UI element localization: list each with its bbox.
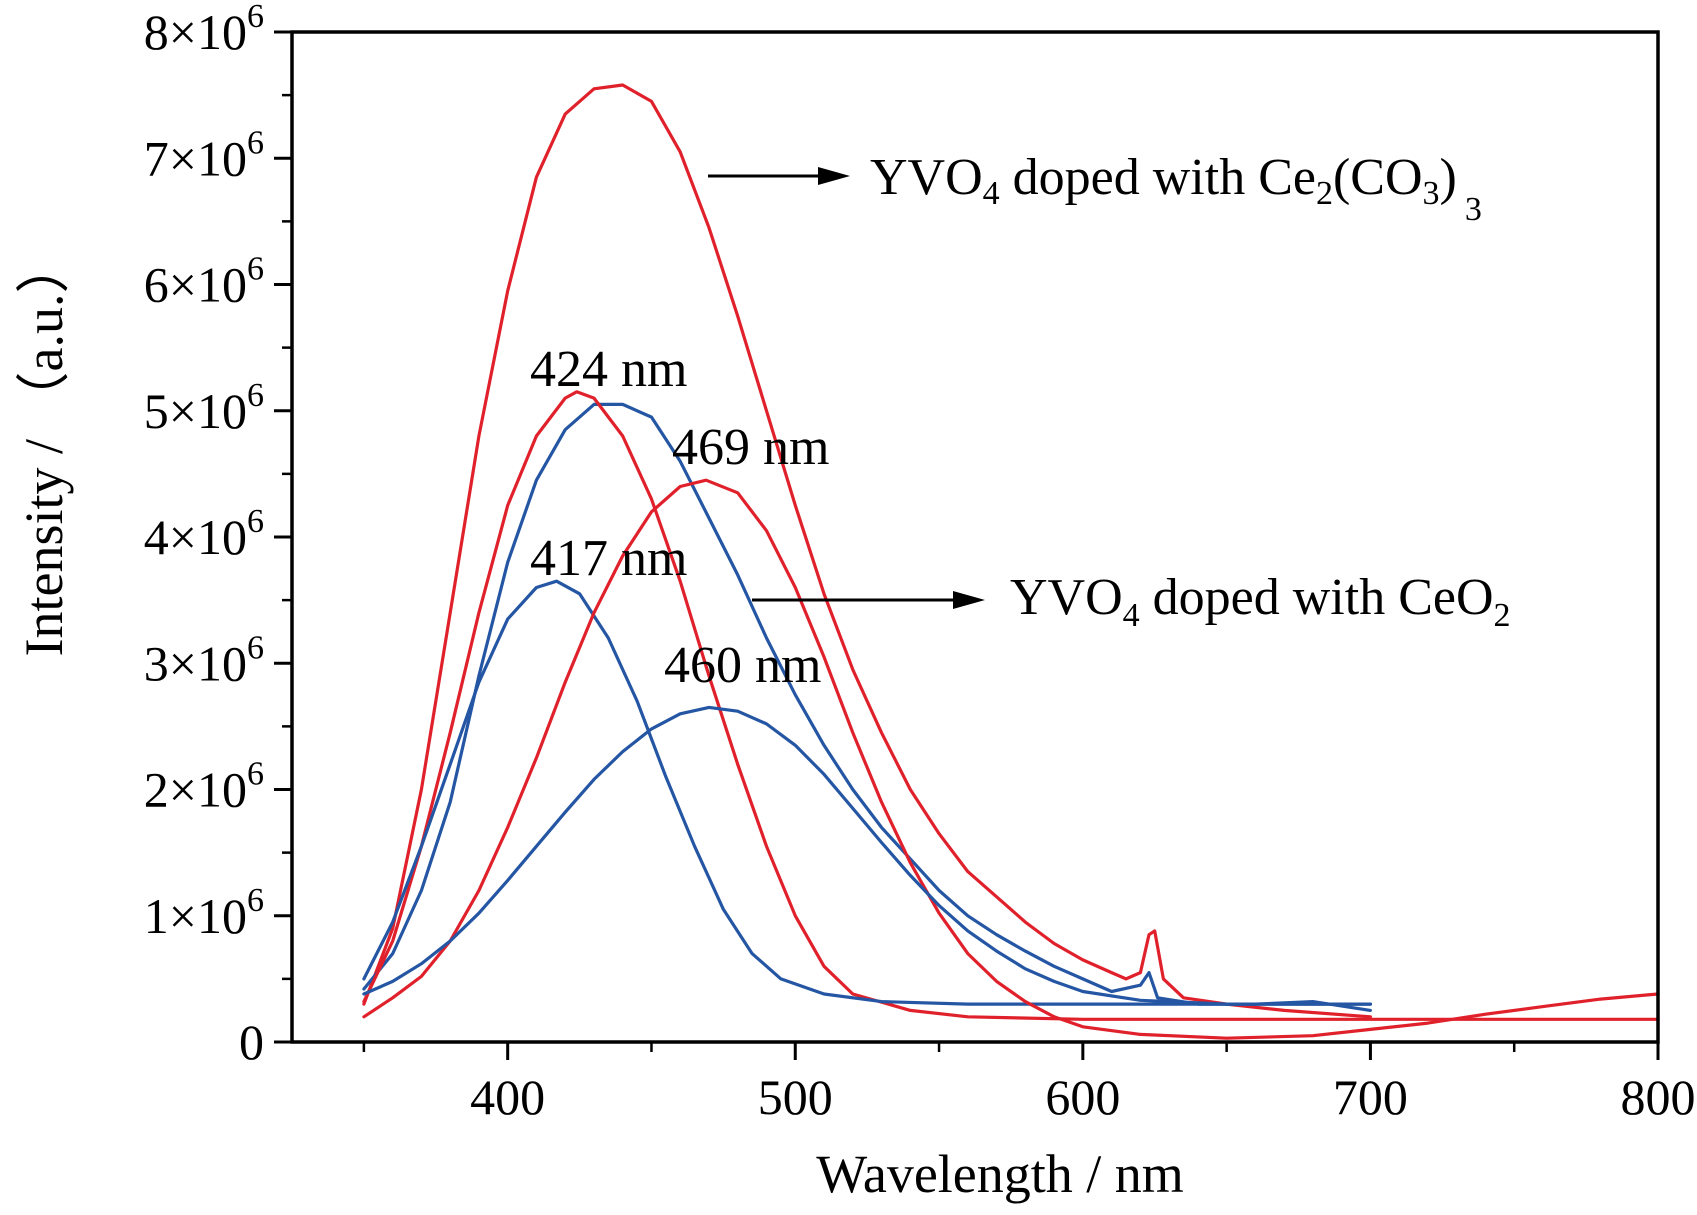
peak-label-424: 424 nm	[530, 341, 687, 398]
series-layer	[362, 83, 1660, 1040]
y-tick-label: 1×106	[144, 882, 264, 944]
y-axis-title: Intensity / （a.u.）	[14, 240, 74, 657]
y-tick-exponent: 6	[247, 251, 264, 288]
series-curve-2	[362, 402, 1372, 1012]
y-tick-mantissa: 7×10	[144, 130, 247, 186]
label-ceo2-sub2: 2	[1494, 597, 1511, 634]
series-curve-6	[362, 705, 1372, 1006]
series-curve-3	[362, 390, 1660, 1021]
tick-layer	[274, 30, 1660, 1060]
y-tick-label: 7×106	[144, 124, 264, 186]
y-tick-mantissa: 6×10	[144, 257, 247, 313]
series-curve-4	[362, 579, 1372, 1006]
series-curve-1	[362, 83, 1372, 1019]
y-tick-label: 0	[239, 1014, 264, 1070]
label-ce2co3-mid: doped with Ce	[1000, 149, 1316, 206]
x-tick-label: 600	[1045, 1069, 1120, 1125]
y-tick-exponent: 6	[247, 0, 264, 35]
series-curve-5	[362, 478, 1660, 1040]
y-tick-mantissa: 0	[239, 1014, 264, 1070]
arrow-ce2co3-head	[818, 167, 850, 185]
label-ceo2-pre: YVO	[1010, 569, 1123, 626]
y-tick-label: 3×106	[144, 629, 264, 691]
peak-label-460: 460 nm	[664, 637, 821, 694]
y-tick-exponent: 6	[247, 882, 264, 919]
peak-label-417: 417 nm	[530, 530, 687, 587]
label-ce2co3-sub2: 2	[1316, 175, 1333, 212]
y-tick-mantissa: 1×10	[144, 888, 247, 944]
y-tick-label: 2×106	[144, 756, 264, 818]
y-tick-exponent: 6	[247, 503, 264, 540]
label-ceo2-mid: doped with CeO	[1140, 569, 1494, 626]
y-tick-label: 8×106	[144, 0, 264, 60]
label-ce2co3-sub4: 3	[1465, 191, 1482, 228]
series-label-ceo2: YVO4 doped with CeO2	[1010, 569, 1511, 634]
y-tick-mantissa: 8×10	[144, 4, 247, 60]
y-tick-mantissa: 4×10	[144, 509, 247, 565]
y-tick-labels: 01×1062×1063×1064×1065×1066×1067×1068×10…	[144, 0, 264, 1070]
y-tick-exponent: 6	[247, 377, 264, 414]
x-tick-label: 500	[758, 1069, 833, 1125]
x-axis-title: Wavelength / nm	[816, 1144, 1184, 1204]
y-tick-mantissa: 5×10	[144, 383, 247, 439]
x-tick-label: 400	[470, 1069, 545, 1125]
x-tick-labels: 400 500 600 700 800	[470, 1069, 1695, 1125]
y-tick-exponent: 6	[247, 756, 264, 793]
peak-label-469: 469 nm	[672, 419, 829, 476]
y-tick-exponent: 6	[247, 124, 264, 161]
label-ce2co3-mid2: (CO	[1333, 149, 1423, 206]
y-tick-mantissa: 2×10	[144, 762, 247, 818]
y-tick-label: 5×106	[144, 377, 264, 439]
label-ce2co3-sub3: 3	[1423, 175, 1440, 212]
y-tick-label: 4×106	[144, 503, 264, 565]
y-tick-mantissa: 3×10	[144, 635, 247, 691]
label-ce2co3-sub1: 4	[983, 175, 1000, 212]
x-tick-label: 800	[1621, 1069, 1696, 1125]
series-label-ce2co3: YVO4 doped with Ce2(CO3)3	[870, 149, 1482, 228]
y-tick-label: 6×106	[144, 251, 264, 313]
label-ceo2-sub1: 4	[1123, 597, 1140, 634]
arrow-layer	[708, 167, 985, 609]
y-tick-exponent: 6	[247, 629, 264, 666]
arrow-ceo2-head	[953, 591, 985, 609]
label-ce2co3-mid3: )	[1440, 149, 1457, 206]
label-ce2co3-pre: YVO	[870, 149, 983, 206]
x-tick-label: 700	[1333, 1069, 1408, 1125]
